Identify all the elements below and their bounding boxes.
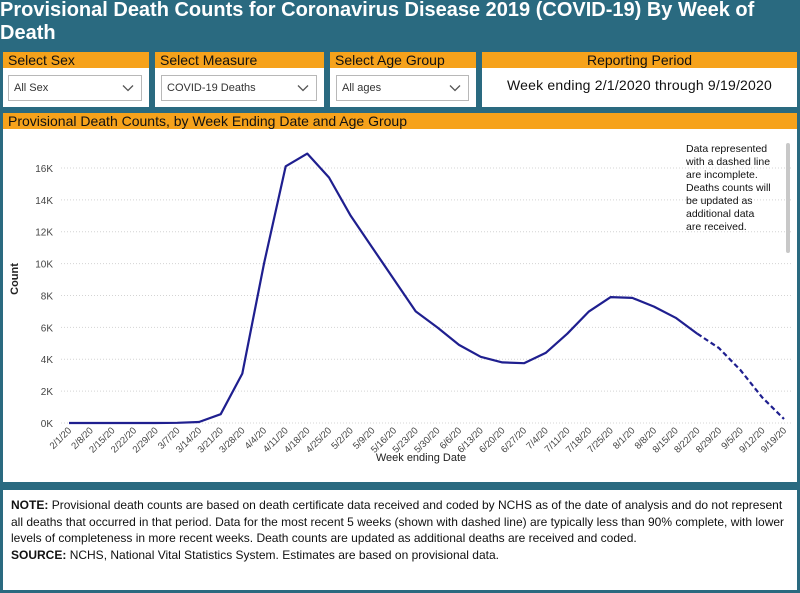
chevron-down-icon[interactable] (296, 81, 310, 95)
data-point[interactable] (261, 261, 267, 267)
y-tick-label: 14K (35, 196, 53, 207)
y-tick-label: 0K (41, 419, 54, 430)
note-label: NOTE: (11, 498, 49, 512)
data-point[interactable] (174, 420, 180, 426)
data-point[interactable] (673, 315, 679, 321)
chevron-down-icon[interactable] (448, 81, 462, 95)
y-axis-label: Count (9, 263, 21, 295)
data-point[interactable] (478, 354, 484, 360)
data-point[interactable] (348, 213, 354, 219)
data-point[interactable] (131, 420, 137, 426)
y-tick-label: 6K (41, 323, 54, 334)
data-point[interactable] (326, 175, 332, 181)
data-point[interactable] (629, 295, 635, 301)
data-point[interactable] (369, 245, 375, 251)
sex-select-value: All Sex (14, 82, 49, 94)
data-point[interactable] (434, 324, 440, 330)
data-point[interactable] (781, 416, 787, 422)
data-point[interactable] (456, 342, 462, 348)
y-tick-label: 4K (41, 355, 54, 366)
data-point[interactable] (759, 394, 765, 400)
dashed-line-note: Data represented with a dashed line are … (686, 143, 771, 233)
measure-filter-card: Select Measure COVID-19 Deaths (155, 52, 324, 107)
data-point[interactable] (88, 420, 94, 426)
data-point[interactable] (218, 411, 224, 417)
data-point[interactable] (66, 420, 72, 426)
data-point[interactable] (543, 350, 549, 356)
sex-select[interactable]: All Sex (8, 75, 142, 101)
data-point[interactable] (586, 308, 592, 314)
measure-select-value: COVID-19 Deaths (167, 82, 256, 94)
data-point[interactable] (196, 419, 202, 425)
y-tick-label: 8K (41, 291, 54, 302)
data-point[interactable] (391, 277, 397, 283)
reporting-period-text: Week ending 2/1/2020 through 9/19/2020 (507, 77, 772, 93)
data-point[interactable] (608, 294, 614, 300)
data-point[interactable] (283, 163, 289, 169)
chart-card: Provisional Death Counts, by Week Ending… (3, 113, 797, 482)
reporting-period-card: Reporting Period Week ending 2/1/2020 th… (482, 52, 797, 107)
series-line-complete (69, 152, 698, 425)
age-select-value: All ages (342, 82, 382, 94)
y-tick-label: 12K (35, 228, 53, 239)
age-select[interactable]: All ages (336, 75, 469, 101)
series-line-incomplete (696, 332, 785, 420)
note-paragraph: NOTE: Provisional death counts are based… (11, 497, 789, 547)
chart-header: Provisional Death Counts, by Week Ending… (3, 113, 797, 129)
measure-filter-label: Select Measure (155, 52, 324, 68)
data-point[interactable] (239, 371, 245, 377)
footnote-card: NOTE: Provisional death counts are based… (3, 490, 797, 590)
chevron-down-icon[interactable] (121, 81, 135, 95)
y-tick-label: 10K (35, 260, 53, 271)
measure-select[interactable]: COVID-19 Deaths (161, 75, 317, 101)
data-point[interactable] (153, 420, 159, 426)
data-point[interactable] (413, 308, 419, 314)
x-tick-label: 8/1/20 (611, 425, 637, 451)
data-point[interactable] (651, 304, 657, 310)
source-text: NCHS, National Vital Statistics System. … (69, 547, 499, 562)
age-filter-label: Select Age Group (330, 52, 476, 68)
sex-filter-label: Select Sex (3, 52, 149, 68)
y-tick-label: 16K (35, 164, 53, 175)
note-text: Provisional death counts are based on de… (11, 498, 785, 545)
sex-filter-card: Select Sex All Sex (3, 52, 149, 107)
x-axis-label: Week ending Date (376, 452, 466, 464)
data-point[interactable] (304, 151, 310, 157)
y-tick-label: 2K (41, 387, 54, 398)
x-tick-label: 5/2/20 (329, 425, 355, 451)
source-label: SOURCE: (11, 547, 67, 562)
data-point[interactable] (521, 360, 527, 366)
reporting-period-label: Reporting Period (482, 52, 797, 68)
data-point[interactable] (716, 345, 722, 351)
note-scrollbar[interactable] (786, 143, 790, 253)
data-point[interactable] (109, 420, 115, 426)
page-title: Provisional Death Counts for Coronavirus… (0, 0, 755, 44)
data-point[interactable] (694, 331, 700, 337)
data-point[interactable] (564, 331, 570, 337)
age-filter-card: Select Age Group All ages (330, 52, 476, 107)
data-point[interactable] (499, 359, 505, 365)
source-paragraph: SOURCE: NCHS, National Vital Statistics … (11, 547, 789, 564)
data-point[interactable] (738, 367, 744, 373)
